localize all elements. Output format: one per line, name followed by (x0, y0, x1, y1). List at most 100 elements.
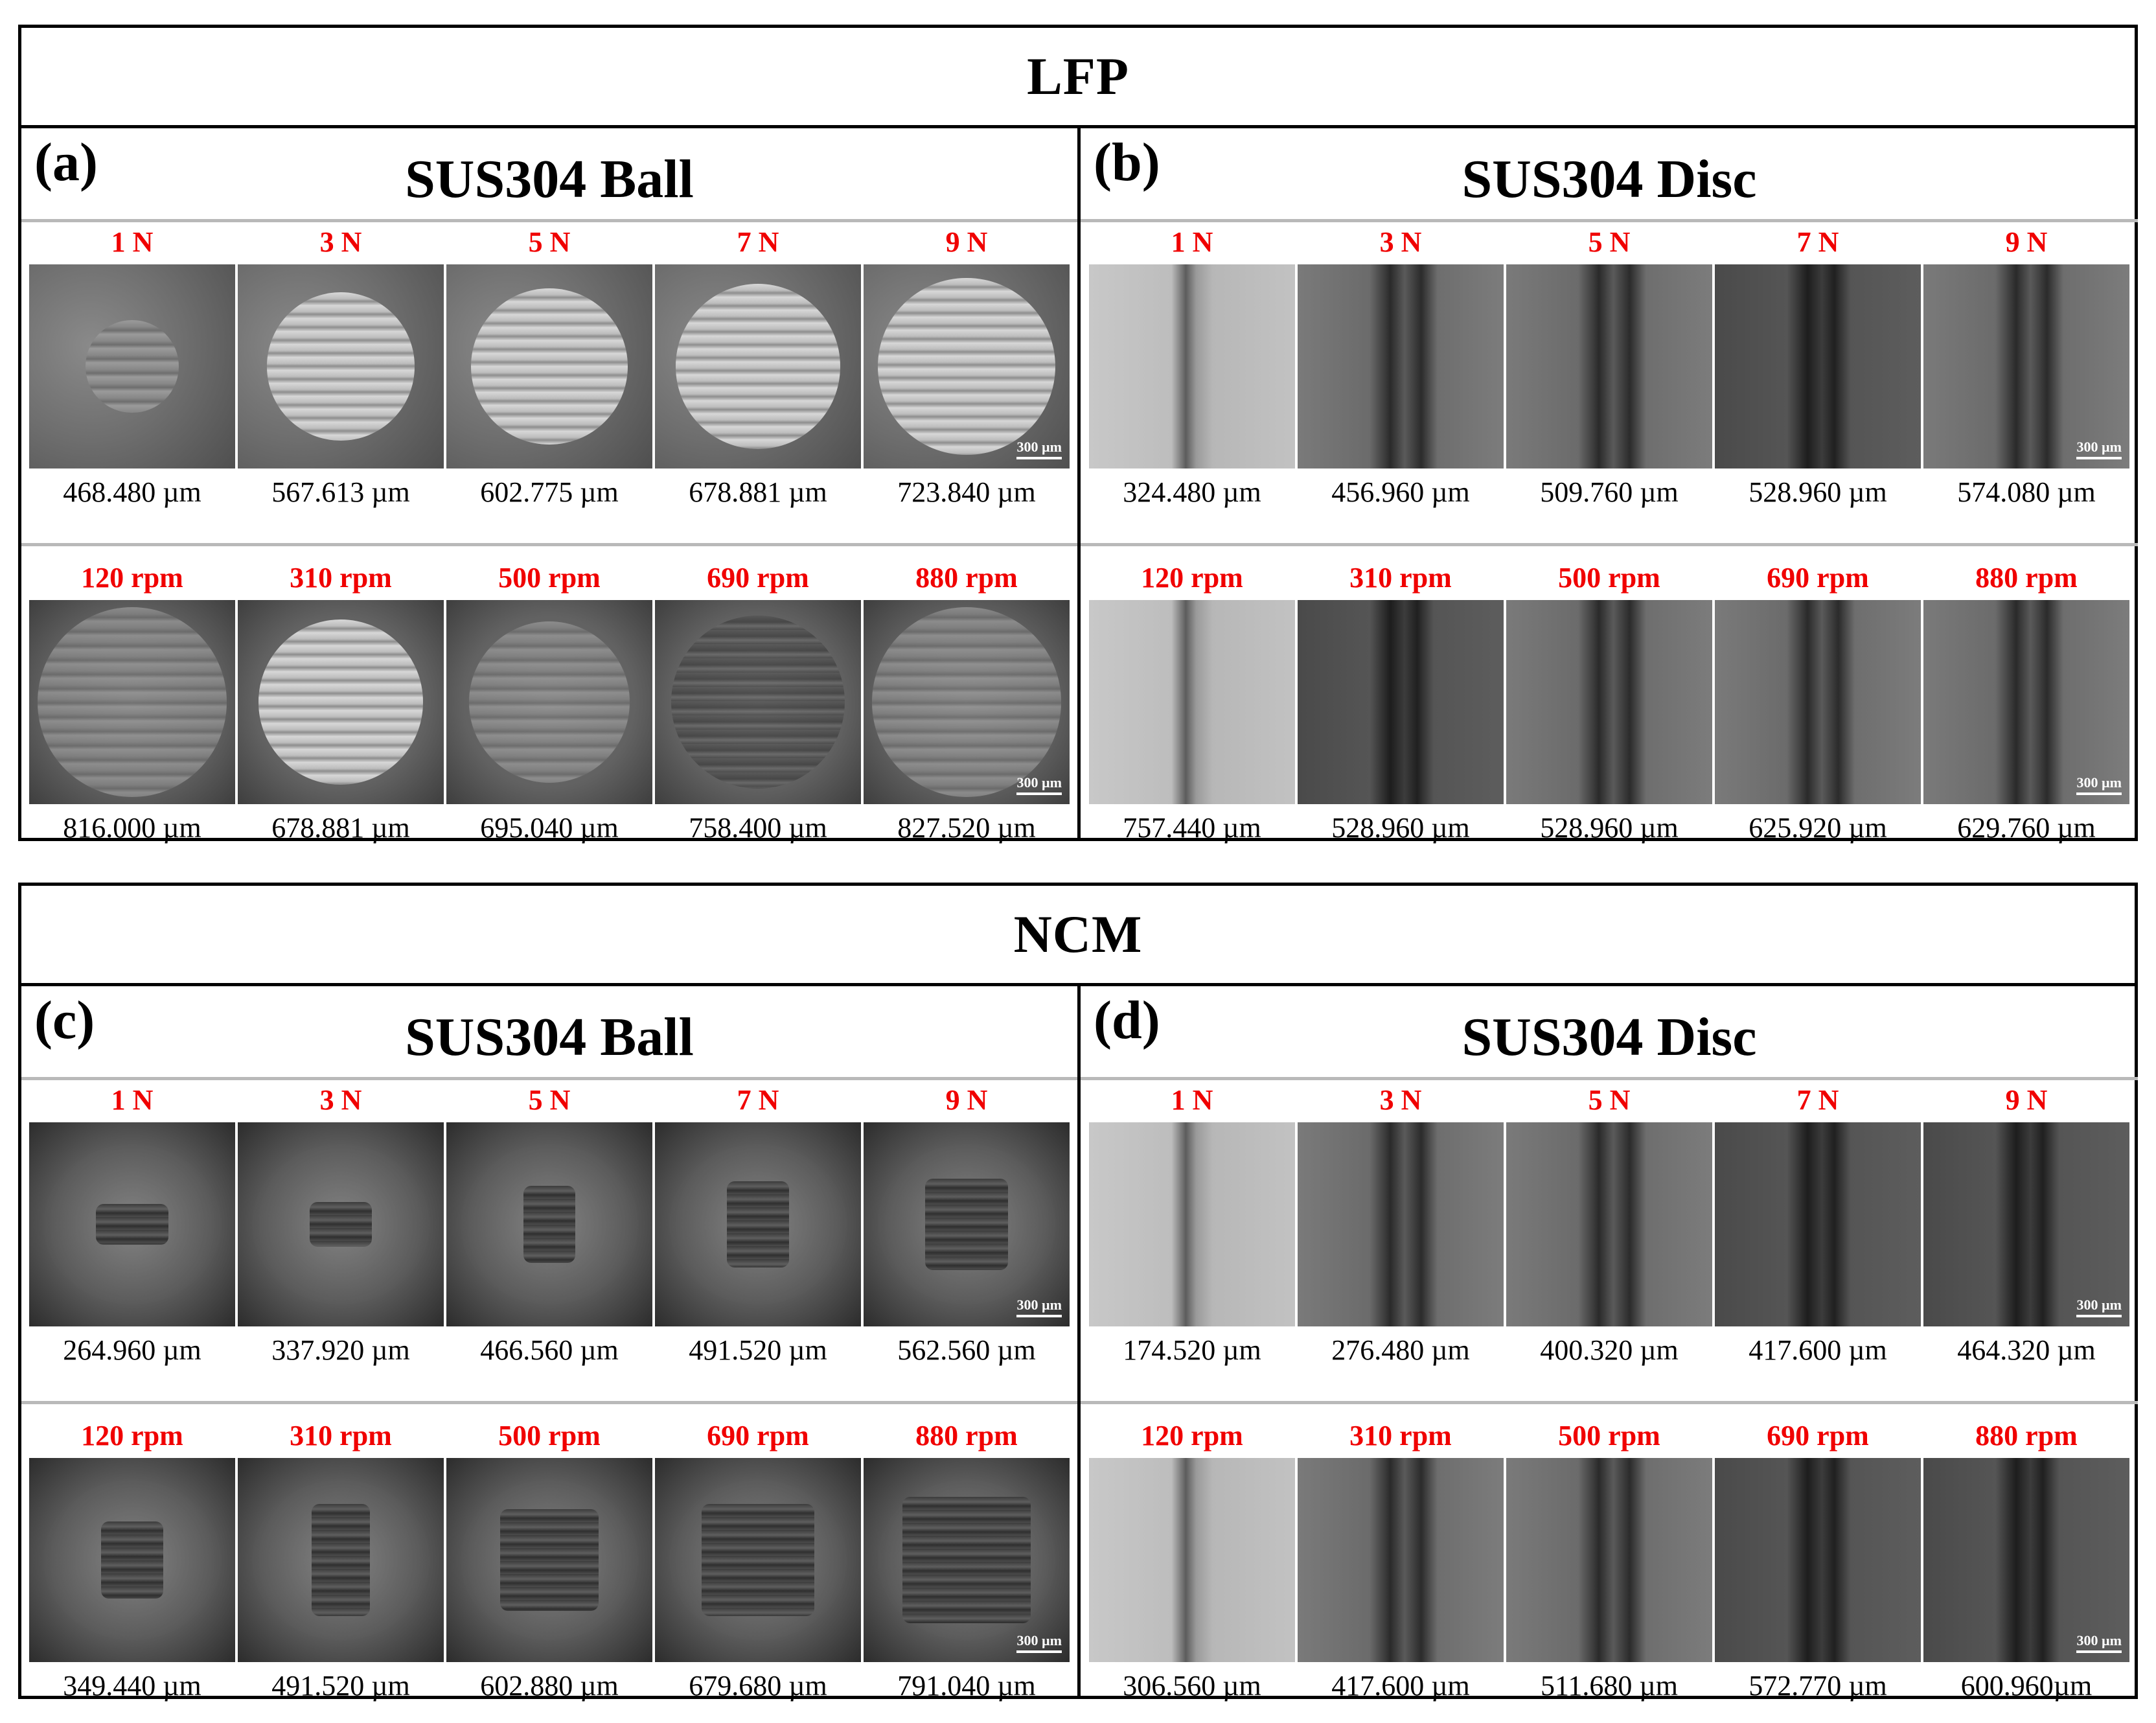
wear-width-value: 528.960 µm (1331, 812, 1470, 844)
wear-width-value: 417.600 µm (1749, 1334, 1887, 1366)
condition-label: 3 N (319, 226, 362, 258)
wear-width-value: 468.480 µm (63, 476, 201, 508)
image-cell: 120 rpm 757.440 µm (1089, 560, 1295, 858)
image-cell: 9 N 300 µm 723.840 µm (864, 224, 1070, 522)
condition-label: 690 rpm (1767, 1420, 1869, 1451)
image-row: 120 rpm 816.000 µm 310 rpm 678.881 µm 500 rp… (21, 560, 1077, 858)
image-cell: 1 N 468.480 µm (29, 224, 235, 522)
image-cell: 310 rpm 491.520 µm (238, 1418, 444, 1716)
disc-wear-micrograph (1298, 264, 1504, 468)
condition-label: 690 rpm (707, 1420, 809, 1451)
image-cell: 1 N 264.960 µm (29, 1082, 235, 1380)
condition-label: 120 rpm (1141, 562, 1243, 594)
ball-wear-micrograph (29, 600, 235, 804)
image-cell: 7 N 417.600 µm (1715, 1082, 1921, 1380)
scale-bar-label: 300 µm (1016, 1297, 1062, 1313)
image-cell: 880 rpm 300 µm 629.760 µm (1923, 560, 2129, 858)
wear-width-value: 509.760 µm (1540, 476, 1679, 508)
wear-width-value: 306.560 µm (1123, 1670, 1261, 1702)
row-rule (21, 219, 1077, 222)
disc-wear-micrograph (1298, 1458, 1504, 1662)
wear-width-value: 678.881 µm (689, 476, 827, 508)
wear-column (312, 1503, 370, 1617)
scale-bar-label: 300 µm (1016, 439, 1062, 455)
condition-label: 120 rpm (81, 562, 183, 594)
condition-label: 3 N (1379, 1084, 1422, 1116)
condition-label: 310 rpm (290, 562, 392, 594)
image-cell: 880 rpm 300 µm 827.520 µm (864, 560, 1070, 858)
image-cell: 9 N 300 µm 574.080 µm (1923, 224, 2129, 522)
ball-wear-micrograph (446, 1122, 652, 1326)
scale-bar: 300 µm (1016, 1632, 1062, 1653)
image-cell: 880 rpm 300 µm 791.040 µm (864, 1418, 1070, 1716)
image-cell: 500 rpm 602.880 µm (446, 1418, 652, 1716)
condition-label: 690 rpm (707, 562, 809, 594)
scale-bar: 300 µm (1016, 1297, 1062, 1317)
condition-label: 310 rpm (1349, 1420, 1452, 1451)
panel-1: SUS304 Disc (b) 1 N 324.480 µm 3 N 456.960 µm… (1081, 128, 2138, 844)
panel-divider (1077, 983, 1081, 1696)
condition-label: 1 N (111, 1084, 154, 1116)
ball-wear-micrograph (238, 1122, 444, 1326)
ball-wear-micrograph (446, 600, 652, 804)
disc-wear-micrograph: 300 µm (1923, 600, 2129, 804)
wear-scar (468, 621, 630, 783)
wear-column (96, 1204, 168, 1245)
ball-wear-micrograph (655, 1458, 861, 1662)
panel-title: SUS304 Disc (1462, 149, 1757, 209)
ball-wear-micrograph: 300 µm (864, 1122, 1070, 1326)
condition-label: 500 rpm (1558, 562, 1660, 594)
condition-label: 9 N (945, 226, 988, 258)
scale-bar: 300 µm (2076, 1297, 2122, 1317)
wear-scar (671, 615, 845, 789)
row-rule (1081, 543, 2138, 546)
disc-wear-micrograph (1506, 1122, 1712, 1326)
row-rule (21, 1401, 1077, 1404)
image-row: 1 N 264.960 µm 3 N 337.920 µm 5 N 466.560 µm 7… (21, 1082, 1077, 1380)
condition-label: 500 rpm (1558, 1420, 1660, 1451)
wear-column (101, 1521, 163, 1599)
row-rule (21, 543, 1077, 546)
condition-label: 120 rpm (1141, 1420, 1243, 1451)
wear-width-value: 417.600 µm (1331, 1670, 1470, 1702)
wear-width-value: 511.680 µm (1541, 1670, 1678, 1702)
wear-width-value: 791.040 µm (897, 1670, 1036, 1702)
condition-label: 5 N (528, 226, 571, 258)
disc-wear-micrograph (1298, 600, 1504, 804)
image-cell: 7 N 491.520 µm (655, 1082, 861, 1380)
wear-width-value: 574.080 µm (1957, 476, 2096, 508)
wear-width-value: 572.770 µm (1749, 1670, 1887, 1702)
image-cell: 690 rpm 572.770 µm (1715, 1418, 1921, 1716)
image-cell: 7 N 678.881 µm (655, 224, 861, 522)
ball-wear-micrograph: 300 µm (864, 600, 1070, 804)
condition-label: 3 N (319, 1084, 362, 1116)
wear-column (925, 1178, 1008, 1271)
image-cell: 880 rpm 300 µm 600.960µm (1923, 1418, 2129, 1716)
image-row: 120 rpm 306.560 µm 310 rpm 417.600 µm 500 rp… (1081, 1418, 2138, 1716)
image-cell: 7 N 528.960 µm (1715, 224, 1921, 522)
wear-column (902, 1496, 1031, 1624)
condition-label: 5 N (1588, 226, 1631, 258)
wear-width-value: 466.560 µm (480, 1334, 619, 1366)
image-cell: 9 N 300 µm 464.320 µm (1923, 1082, 2129, 1380)
panel-letter: (c) (34, 990, 95, 1050)
disc-wear-micrograph (1715, 1458, 1921, 1662)
scale-bar-line (2076, 1650, 2122, 1653)
disc-wear-micrograph (1089, 1122, 1295, 1326)
wear-width-value: 456.960 µm (1331, 476, 1470, 508)
image-cell: 310 rpm 528.960 µm (1298, 560, 1504, 858)
panel-title: SUS304 Ball (405, 149, 694, 209)
ball-wear-micrograph (446, 1458, 652, 1662)
wear-width-value: 757.440 µm (1123, 812, 1261, 844)
condition-label: 1 N (111, 226, 154, 258)
condition-label: 690 rpm (1767, 562, 1869, 594)
scale-bar: 300 µm (1016, 774, 1062, 795)
image-cell: 3 N 276.480 µm (1298, 1082, 1504, 1380)
condition-label: 7 N (737, 1084, 779, 1116)
wear-scar (471, 288, 628, 445)
disc-wear-micrograph (1715, 264, 1921, 468)
wear-width-value: 491.520 µm (689, 1334, 827, 1366)
ball-wear-micrograph: 300 µm (864, 1458, 1070, 1662)
panel-letter: (a) (34, 132, 98, 192)
ball-wear-micrograph (446, 264, 652, 468)
